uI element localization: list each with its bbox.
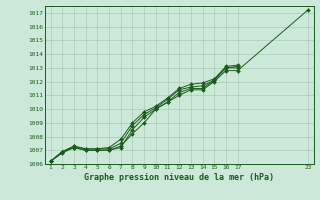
X-axis label: Graphe pression niveau de la mer (hPa): Graphe pression niveau de la mer (hPa) <box>84 173 274 182</box>
